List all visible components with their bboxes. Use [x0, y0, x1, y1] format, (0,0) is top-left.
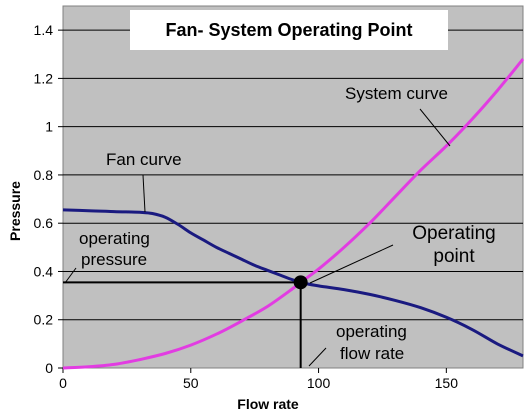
x-tick-label-2: 100: [307, 375, 331, 391]
operating-pressure-leader: [64, 267, 77, 284]
y-tick-label-4: 0.8: [34, 167, 54, 183]
operating-point-label-line2: point: [433, 246, 475, 267]
tick-labels: 0 0.2 0.4 0.6 0.8 1 1.2 1.4 0 50 100 150: [34, 22, 459, 391]
y-axis-title: Pressure: [7, 181, 23, 241]
chart-title: Fan- System Operating Point: [165, 20, 412, 40]
operating-flow-leader: [308, 347, 327, 367]
operating-pressure-label-line2: pressure: [81, 250, 147, 269]
y-tick-label-1: 0.2: [34, 312, 54, 328]
title-box: [130, 10, 448, 50]
operating-flow-label-line1: operating: [336, 322, 407, 341]
operating-pressure-label-line1: operating: [79, 229, 150, 248]
operating-point-leader: [309, 244, 394, 284]
fan-curve-leader: [142, 174, 146, 213]
y-tick-label-7: 1.4: [34, 22, 54, 38]
system-curve-leader: [419, 108, 451, 147]
system-curve-label: System curve: [345, 84, 448, 103]
x-tick-label-0: 0: [59, 375, 67, 391]
y-tick-label-6: 1.2: [34, 70, 54, 86]
operating-point-label-line1: Operating: [412, 223, 495, 244]
operating-flow-label-line2: flow rate: [340, 344, 404, 363]
fan-curve-line: [62, 208, 524, 358]
y-tick-label-0: 0: [45, 360, 53, 376]
operating-point-marker: [293, 275, 308, 290]
y-tick-label-2: 0.4: [34, 263, 54, 279]
plot-area: [62, 5, 524, 369]
x-tick-label-3: 150: [435, 375, 459, 391]
y-tick-label-5: 1: [45, 119, 53, 135]
y-tick-label-3: 0.6: [34, 215, 54, 231]
x-tick-label-1: 50: [183, 375, 199, 391]
fan-curve-label: Fan curve: [106, 150, 182, 169]
x-axis-title: Flow rate: [237, 396, 299, 412]
